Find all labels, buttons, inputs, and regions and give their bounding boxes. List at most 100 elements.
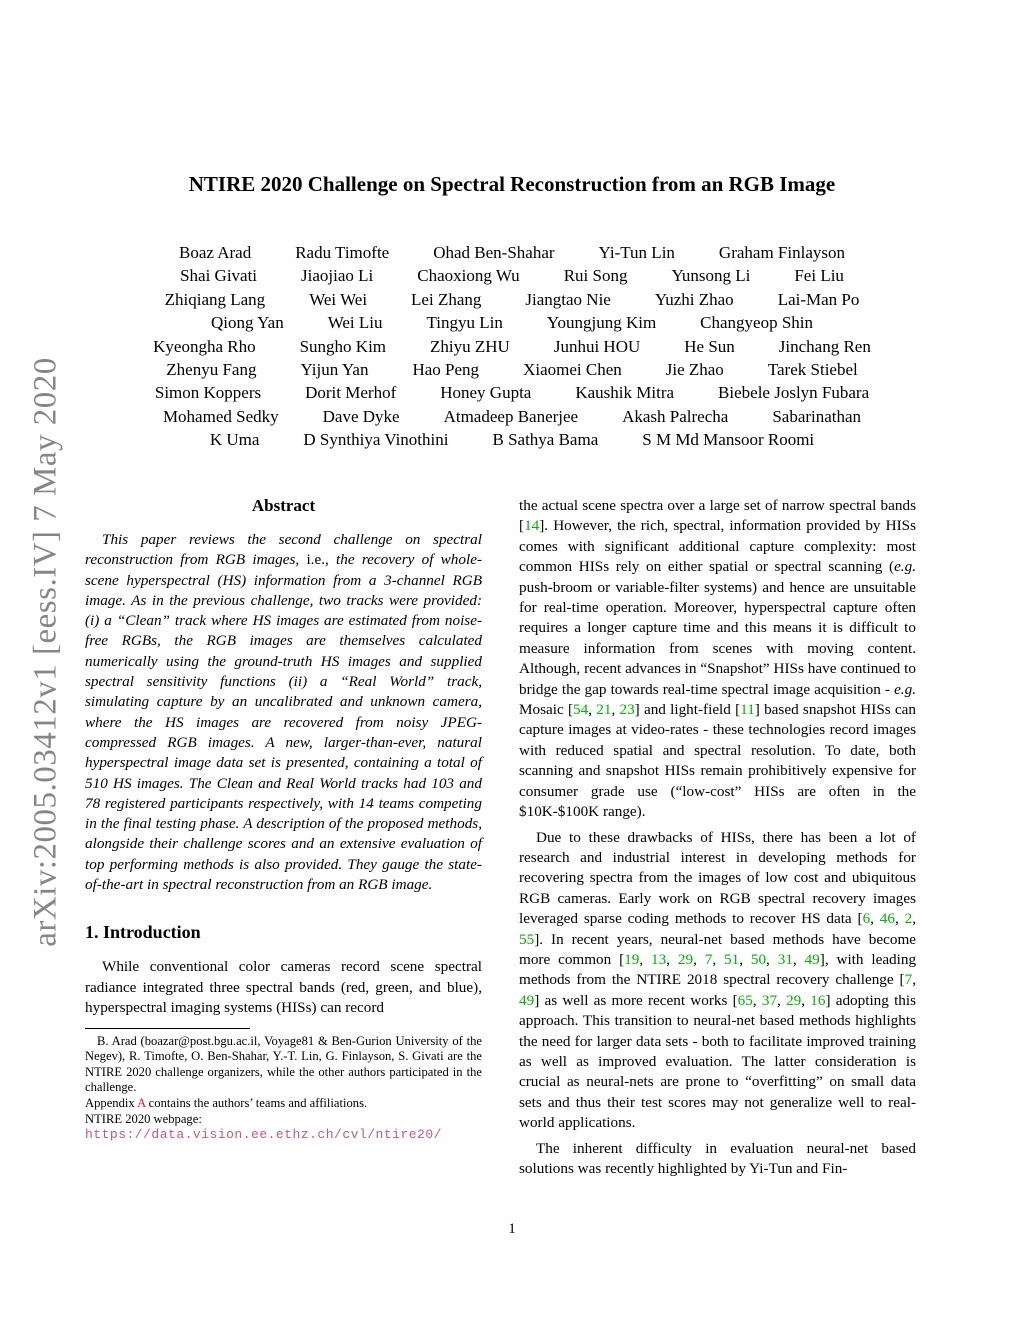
text-segment: , [611, 701, 620, 719]
emphasis-text: e.g. [894, 680, 916, 698]
footnote-line: B. Arad (boazar@post.bgu.ac.il, Voyage81… [85, 1034, 482, 1096]
body-columns: Abstract This paper reviews the second c… [85, 496, 916, 1179]
citation-link[interactable]: 54 [573, 701, 589, 719]
introduction-heading: 1. Introduction [85, 922, 201, 943]
citation-link[interactable]: 11 [740, 701, 755, 719]
author-name: Wei Wei [309, 289, 368, 309]
text-segment: , [766, 950, 778, 968]
citation-link[interactable]: 13 [651, 950, 667, 968]
text-segment: ] as well as more recent works [ [534, 991, 738, 1009]
author-name: Yuzhi Zhao [654, 289, 734, 309]
author-row: Mohamed Sedky Dave Dyke Atmadeep Banerjee A… [60, 405, 964, 428]
citation-link[interactable]: 51 [724, 950, 740, 968]
author-name: K Uma [209, 430, 260, 450]
text-segment: , [912, 971, 916, 989]
author-name: B Sathya Bama [492, 430, 599, 450]
introduction-paragraph: While conventional color cameras record … [85, 958, 482, 1017]
author-name: Simon Koppers [154, 383, 262, 403]
author-name: S M Md Mansoor Roomi [642, 430, 815, 450]
left-column: Abstract This paper reviews the second c… [85, 496, 482, 1179]
citation-link[interactable]: 2 [904, 910, 913, 928]
citation-link[interactable]: 29 [677, 950, 694, 968]
author-name: Dorit Merhof [305, 383, 397, 403]
author-name: Zhenyu Fang [166, 360, 257, 380]
text-segment: Appendix [85, 1095, 138, 1110]
abstract-heading: Abstract [251, 496, 316, 515]
text-segment: ]. In recent years, neural-net based met… [519, 930, 916, 968]
citation-link[interactable]: 14 [524, 517, 540, 535]
text-segment: , [777, 991, 787, 1009]
citation-link[interactable]: 7 [704, 950, 713, 968]
citation-link[interactable]: 49 [519, 991, 535, 1009]
citation-link[interactable]: 16 [810, 991, 826, 1009]
author-name: Mohamed Sedky [162, 406, 279, 426]
citation-link[interactable]: 55 [519, 930, 535, 948]
author-name: Kaushik Mitra [575, 383, 675, 403]
author-name: Akash Palrecha [622, 406, 729, 426]
citation-link[interactable]: 7 [904, 971, 913, 989]
author-row: Kyeongha Rho Sungho Kim Zhiyu ZHU Junhui HO… [60, 335, 964, 358]
citation-link[interactable]: 23 [619, 701, 635, 719]
author-name: Dave Dyke [322, 406, 400, 426]
citation-link[interactable]: 50 [750, 950, 767, 968]
author-name: D Synthiya Vinothini [303, 430, 449, 450]
body-paragraph: The inherent difficulty in evaluation ne… [519, 1139, 916, 1180]
author-row: Shai Givati Jiaojiao Li Chaoxiong Wu Rui So… [60, 264, 964, 287]
citation-link[interactable]: 21 [596, 701, 612, 719]
text-segment: ] adopting this approach. This transitio… [519, 991, 917, 1132]
author-name: Radu Timofte [295, 243, 390, 262]
author-name: Zhiyu ZHU [430, 336, 510, 356]
text-segment: contains the authors’ teams and affiliat… [145, 1095, 368, 1110]
author-name: Youngjung Kim [546, 313, 657, 333]
author-row: Boaz Arad Radu Timofte Ohad Ben-Shahar Yi-T… [60, 241, 964, 264]
citation-link[interactable]: 19 [624, 950, 640, 968]
abstract-text: This paper reviews the second challenge … [85, 530, 482, 895]
body-paragraph: Due to these drawbacks of HISs, there ha… [519, 828, 916, 1134]
text-segment: the recovery of whole-scene hyperspectra… [85, 551, 482, 894]
roman-text: i.e., [306, 551, 329, 569]
text-segment: , [693, 950, 705, 968]
author-name: Biebele Joslyn Fubara [718, 383, 870, 403]
text-segment: , [712, 950, 724, 968]
appendix-link[interactable]: A [137, 1095, 146, 1110]
text-segment: , [639, 950, 652, 968]
author-row: Simon Koppers Dorit Merhof Honey Gupta Kaus… [60, 381, 964, 404]
authors-block: Boaz Arad Radu Timofte Ohad Ben-Shahar Yi-T… [60, 241, 964, 452]
text-segment: ] and light-field [ [634, 701, 741, 719]
author-name: Yi-Tun Lin [598, 243, 675, 262]
footnote-line: https://data.vision.ee.ethz.ch/cvl/ntire… [85, 1127, 482, 1143]
text-segment: B. Arad (boazar@post.bgu.ac.il, Voyage81… [85, 1033, 482, 1095]
citation-link[interactable]: 49 [804, 950, 820, 968]
citation-link[interactable]: 37 [761, 991, 778, 1009]
author-row: K Uma D Synthiya Vinothini B Sathya Bama S … [60, 428, 964, 451]
author-name: Xiaomei Chen [523, 360, 622, 380]
text-segment: This paper reviews the second challenge … [85, 531, 482, 569]
citation-link[interactable]: 31 [777, 950, 793, 968]
author-name: Qiong Yan [210, 313, 284, 333]
author-row: Qiong Yan Wei Liu Tingyu Lin Youngjung Kim C… [60, 311, 964, 334]
text-segment: Due to these drawbacks of HISs, there ha… [519, 828, 916, 928]
author-name: Sungho Kim [299, 336, 387, 356]
citation-link[interactable]: 46 [879, 910, 895, 928]
author-name: Shai Givati [180, 266, 258, 286]
text-segment: ]. However, the rich, spectral, informat… [519, 517, 916, 576]
text-segment: Mosaic [ [519, 701, 574, 719]
webpage-url[interactable]: https://data.vision.ee.ethz.ch/cvl/ntire… [85, 1127, 442, 1143]
footnote-line: Appendix A contains the authors’ teams a… [85, 1096, 482, 1112]
text-segment: , [870, 910, 880, 928]
citation-link[interactable]: 29 [786, 991, 802, 1009]
text-segment: , [792, 950, 805, 968]
body-paragraph: the actual scene spectra over a large se… [519, 496, 916, 823]
text-segment: the actual scene spectra over a large se… [519, 497, 916, 535]
citation-link[interactable]: 6 [862, 910, 871, 928]
paper-title: NTIRE 2020 Challenge on Spectral Reconst… [188, 172, 836, 196]
author-name: Lai-Man Po [777, 289, 860, 309]
text-segment: , [752, 991, 762, 1009]
citation-link[interactable]: 65 [737, 991, 753, 1009]
author-name: Jie Zhao [665, 360, 724, 380]
author-row: Zhiqiang Lang Wei Wei Lei Zhang Jiangtao Ni… [60, 288, 964, 311]
text-segment: ] based snapshot HISs can capture images… [519, 701, 917, 821]
text-segment: NTIRE 2020 webpage: [85, 1111, 202, 1126]
page-number: 1 [508, 1221, 516, 1237]
